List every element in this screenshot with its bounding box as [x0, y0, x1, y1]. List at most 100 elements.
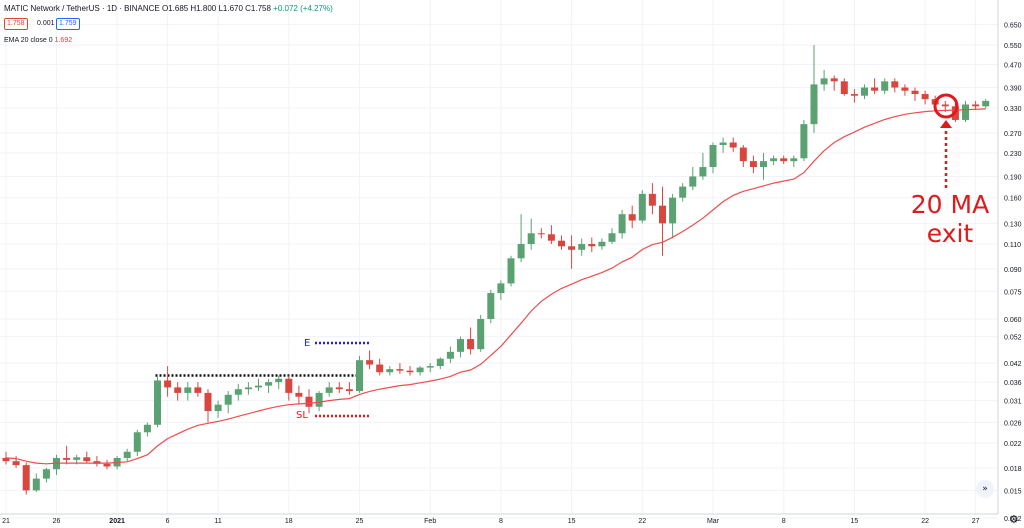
candle-body [638, 193, 646, 221]
candle-body [598, 241, 606, 247]
buy-price-button[interactable]: 1.759 [56, 18, 80, 30]
candlestick-series [2, 45, 990, 495]
candle-body [588, 244, 596, 247]
candle-body [477, 318, 485, 350]
price-tick-label: 0.160 [1004, 196, 1022, 203]
entry-label: E [304, 338, 311, 349]
price-tick-label: 0.052 [1004, 335, 1022, 342]
exit-arrow-head [940, 120, 952, 128]
candle-body [396, 369, 404, 371]
candle-body [356, 360, 363, 392]
candle-body [780, 158, 788, 162]
candle-body [749, 161, 757, 168]
price-tick-label: 0.015 [1004, 488, 1022, 495]
candle-body [669, 197, 677, 224]
candle-body [810, 84, 818, 125]
candle-body [204, 392, 212, 412]
time-tick-label: 26 [53, 518, 61, 525]
price-tick-label: 0.012 [1004, 516, 1022, 523]
candle-body [63, 457, 71, 460]
candle-body [244, 387, 252, 390]
candle-body [164, 380, 172, 388]
price-tick-label: 0.060 [1004, 317, 1022, 324]
time-tick-label: 6 [166, 518, 170, 525]
candle-body [760, 161, 767, 168]
candle-body [335, 387, 343, 390]
candle-body [578, 244, 586, 250]
candle-body [345, 389, 353, 392]
price-tick-label: 0.230 [1004, 151, 1022, 158]
candle-body [830, 78, 838, 82]
price-tick-label: 0.470 [1004, 62, 1022, 69]
candle-body [547, 234, 555, 241]
candle-body [800, 124, 808, 159]
time-tick-label: 11 [214, 518, 221, 525]
time-tick-label: 8 [782, 518, 786, 525]
candle-body [699, 167, 707, 177]
candle-body [275, 378, 283, 383]
candle-body [143, 424, 151, 433]
price-tick-label: 0.550 [1004, 43, 1022, 50]
time-tick-label: 25 [356, 518, 364, 525]
price-axis-labels: 0.650 0.550 0.470 0.390 0.330 0.270 0.230 0.190… [1004, 22, 1022, 523]
ema-legend-label: EMA 20 close 0 [4, 37, 53, 44]
candle-body [840, 81, 848, 95]
price-tick-label: 0.330 [1004, 106, 1022, 113]
double-chevron-right-icon[interactable]: » [976, 480, 994, 498]
candle-body [93, 461, 101, 464]
candle-body [659, 205, 666, 224]
price-tick-label: 0.270 [1004, 131, 1022, 138]
candle-body [305, 396, 313, 407]
candle-body [436, 358, 444, 367]
ema20-line [5, 108, 986, 465]
candle-body [22, 465, 30, 491]
candle-body [941, 104, 949, 107]
candle-body [628, 214, 636, 221]
price-tick-label: 0.130 [1004, 221, 1022, 228]
candle-body [12, 461, 20, 466]
ema-legend[interactable]: EMA 20 close 0 1.692 [4, 37, 72, 44]
time-axis-labels: 21 26 2021 6 11 18 25 Feb 8 15 22 Mar 8 15 22 27 [2, 518, 979, 525]
exit-annotation-line1: 20 MA [910, 190, 990, 219]
chart-header: MATIC Network / TetherUS · 1D · BINANCE … [4, 4, 333, 13]
candle-body [891, 81, 899, 88]
candle-body [921, 94, 929, 100]
candle-body [739, 147, 747, 162]
candle-body [214, 404, 222, 412]
symbol-title[interactable]: MATIC Network / TetherUS · 1D · BINANCE [4, 4, 160, 13]
price-change: +0.072 (+4.27%) [273, 4, 333, 13]
time-tick-label: 15 [851, 518, 859, 525]
price-tick-label: 0.022 [1004, 441, 1022, 448]
ohlc-values: O1.685 H1.800 L1.670 C1.758 [161, 4, 271, 13]
gear-icon[interactable]: ⚙ [1009, 513, 1019, 526]
candle-body [426, 366, 434, 368]
candle-body [982, 100, 990, 107]
candle-body [103, 463, 111, 467]
candle-body [255, 385, 262, 388]
candle-body [689, 176, 697, 187]
time-tick-label: 2021 [109, 518, 125, 525]
time-tick-label: 15 [568, 518, 576, 525]
candle-body [2, 457, 10, 462]
candle-body [123, 451, 131, 458]
price-tick-label: 0.390 [1004, 86, 1022, 93]
candle-body [315, 392, 323, 407]
price-tick-label: 0.190 [1004, 174, 1022, 181]
exit-annotation-line2: exit [926, 219, 974, 248]
exit-annotation: 20 MA exit [906, 190, 994, 248]
candle-body [234, 389, 242, 395]
candle-body [376, 364, 384, 373]
time-tick-label: 18 [285, 518, 293, 525]
sell-price-button[interactable]: 1.758 [4, 18, 28, 30]
candle-body [32, 478, 40, 491]
candle-body [416, 367, 424, 373]
time-tick-label: 22 [921, 518, 929, 525]
candle-body [507, 258, 515, 284]
stop-loss-label: SL [296, 410, 308, 421]
candle-body [709, 145, 717, 168]
candle-body [527, 233, 535, 245]
candle-body [820, 78, 828, 85]
price-tick-label: 0.090 [1004, 267, 1022, 274]
candle-body [295, 392, 303, 397]
